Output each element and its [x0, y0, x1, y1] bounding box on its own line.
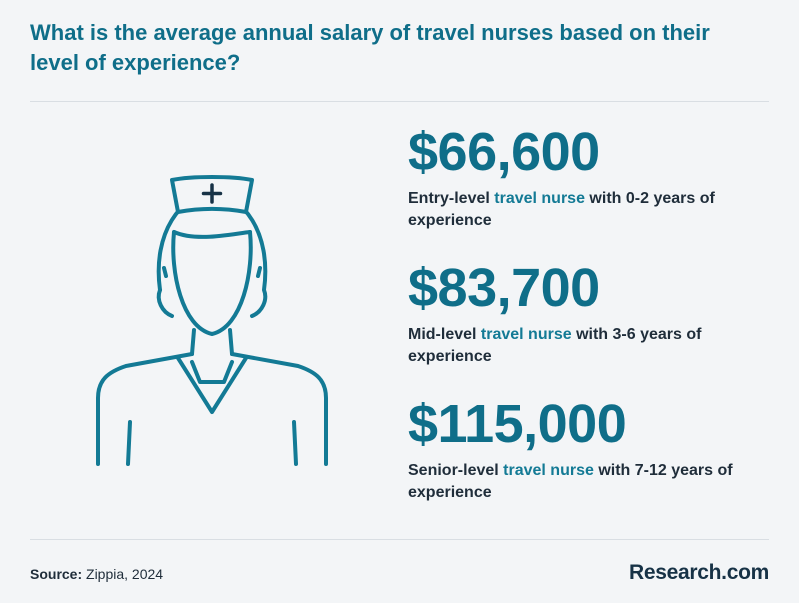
salary-description: Senior-level travel nurse with 7-12 year… [408, 460, 778, 504]
top-divider [30, 101, 769, 102]
source-text: Zippia, 2024 [82, 566, 164, 582]
bottom-divider [30, 539, 769, 540]
experience-text: with 7-12 years of experience [408, 462, 733, 501]
level-text: Mid-level [408, 326, 481, 343]
nurse-icon [82, 172, 342, 472]
highlight-text: travel nurse [494, 190, 585, 207]
salary-stat-senior: $115,000 Senior-level travel nurse with … [408, 394, 778, 504]
highlight-text: travel nurse [503, 462, 594, 479]
salary-description: Mid-level travel nurse with 3-6 years of… [408, 324, 778, 368]
highlight-text: travel nurse [480, 326, 572, 343]
experience-text: with 0-2 years of experience [408, 190, 715, 229]
experience-text: with 3-6 years of experience [408, 326, 702, 365]
level-text: Entry-level [408, 190, 495, 207]
level-text: Senior-level [408, 462, 504, 479]
page-title: What is the average annual salary of tra… [30, 20, 710, 75]
salary-stat-mid: $83,700 Mid-level travel nurse with 3-6 … [408, 258, 778, 368]
salary-amount: $66,600 [408, 122, 600, 182]
source-label: Source: [30, 566, 83, 582]
salary-amount: $115,000 [408, 394, 627, 454]
salary-stat-entry: $66,600 Entry-level travel nurse with 0-… [408, 122, 778, 232]
salary-description: Entry-level travel nurse with 0-2 years … [408, 188, 778, 232]
brand-logo: Research.com [629, 561, 769, 584]
source-note: Source: Zippia, 2024 [30, 566, 163, 582]
salary-amount: $83,700 [408, 258, 600, 318]
